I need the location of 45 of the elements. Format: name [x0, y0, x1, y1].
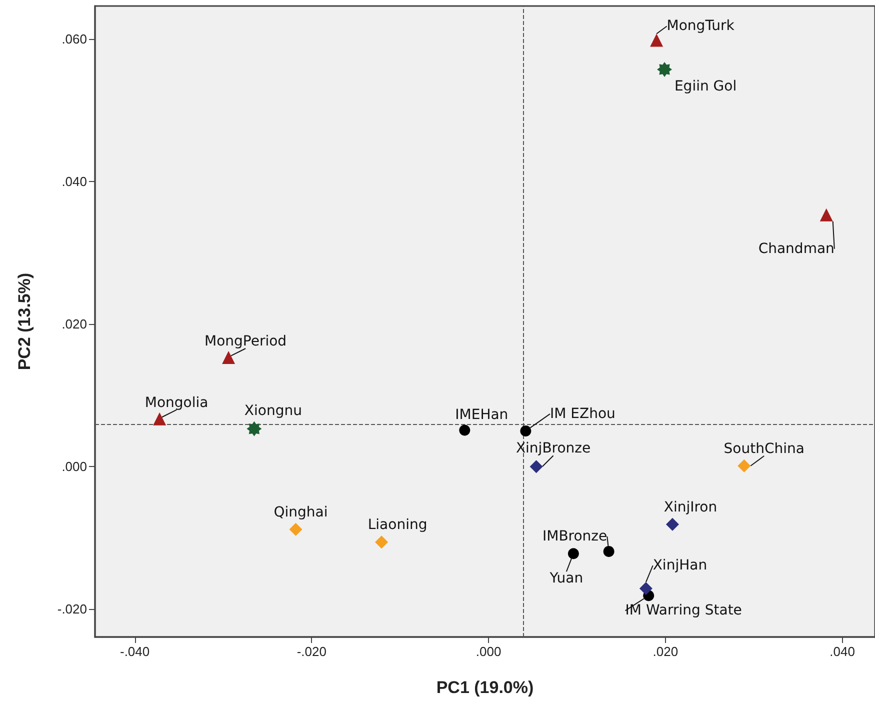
data-label: Qinghai	[274, 504, 328, 520]
data-label: Egiin Gol	[674, 78, 737, 94]
point	[459, 424, 470, 436]
point	[603, 546, 614, 557]
point	[657, 62, 672, 77]
point	[568, 548, 579, 560]
point	[222, 351, 236, 364]
data-label: Liaoning	[368, 517, 428, 534]
data-label: IMEHan	[455, 407, 508, 424]
point	[530, 460, 543, 474]
data-label: MongTurk	[666, 18, 736, 34]
data-label: XinjBronze	[516, 440, 591, 457]
data-label: Mongolia	[144, 394, 208, 411]
point	[153, 412, 166, 426]
point	[520, 425, 532, 436]
point	[289, 522, 302, 536]
point	[246, 421, 262, 436]
x-tick-label: .000	[476, 644, 502, 659]
data-label: IMBronze	[542, 528, 608, 544]
y-tick-label: .060	[62, 31, 87, 46]
point	[375, 536, 388, 549]
data-label: MongPeriod	[204, 334, 287, 350]
point	[639, 582, 652, 596]
data-label: IM EZhou	[550, 406, 616, 422]
data-label: XinjIron	[664, 499, 718, 516]
x-tick-label: -.020	[296, 644, 326, 659]
data-label: Xiongnu	[244, 402, 302, 419]
point	[650, 34, 664, 47]
data-label: IM Warring State	[625, 602, 742, 619]
y-tick-label: .000	[62, 459, 87, 474]
y-tick-label: .020	[62, 316, 87, 332]
data-label: Yuan	[548, 570, 584, 587]
y-tick-label: .040	[62, 174, 87, 189]
point	[820, 208, 833, 222]
point	[738, 459, 751, 472]
x-tick-label: .020	[652, 644, 678, 659]
point	[666, 518, 679, 531]
data-label: SouthChina	[724, 440, 804, 457]
data-label: XinjHan	[652, 558, 708, 574]
y-axis-title: PC2 (13.5%)	[15, 272, 34, 370]
data-label: Chandman	[758, 240, 834, 257]
y-tick-label: -.020	[57, 602, 87, 617]
x-tick-label: -.040	[120, 644, 150, 659]
x-tick-label: .040	[830, 644, 855, 659]
x-axis-title: PC1 (19.0%)	[436, 678, 534, 697]
